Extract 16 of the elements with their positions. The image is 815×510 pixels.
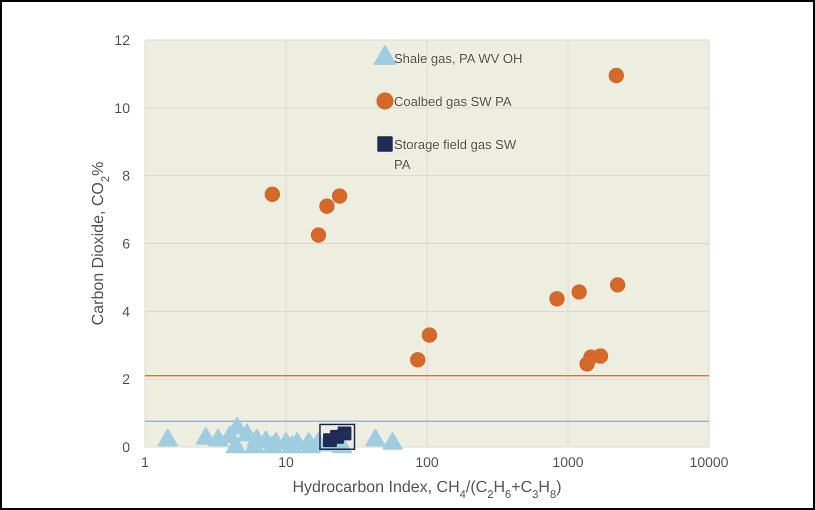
x-tick-label: 1	[141, 454, 150, 470]
y-tick-label: 6	[122, 236, 130, 252]
y-tick-label: 10	[114, 100, 130, 116]
x-tick-label: 1000	[552, 454, 584, 470]
legend-label: Coalbed gas SW PA	[394, 94, 512, 109]
legend-label: Storage field gas SW PA	[394, 137, 517, 172]
x-tick-label: 100	[415, 454, 439, 470]
legend-label: Shale gas, PA WV OH	[394, 51, 522, 66]
y-tick-label: 0	[122, 439, 130, 455]
y-tick-label: 2	[122, 371, 130, 388]
y-tick-label: 4	[122, 303, 130, 320]
x-tick-label: 10000	[690, 454, 729, 470]
x-tick-label: 10	[278, 454, 294, 470]
y-tick-label: 12	[114, 32, 130, 48]
text: Hydrocarbon Index, CH$_{4}$/(C$_{2}$H$_{6}$+C$_{3}$H$_{8}$)	[292, 479, 562, 501]
y-tick-label: 8	[122, 168, 130, 184]
